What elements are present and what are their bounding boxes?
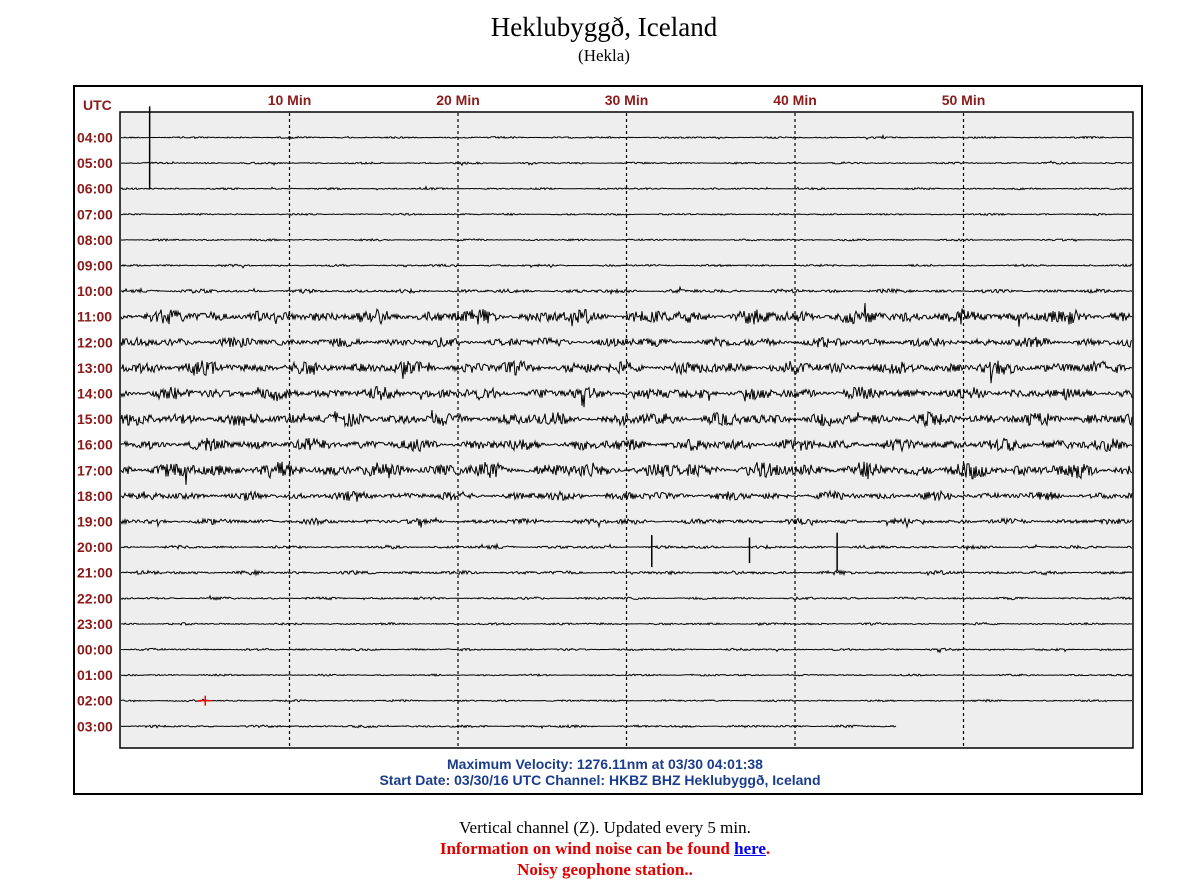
trace-line: [120, 673, 1133, 677]
page-title: Heklubyggð, Iceland: [490, 12, 718, 42]
trace-line: [120, 160, 1133, 167]
row-label: 04:00: [77, 130, 113, 146]
plot-area: [119, 111, 1134, 749]
trace-line: [120, 285, 1133, 296]
footer-wind-text: Information on wind noise can be found: [439, 839, 735, 858]
x-tick-label: 50 Min: [942, 92, 986, 108]
row-label: 14:00: [77, 386, 113, 402]
row-label: 01:00: [77, 667, 113, 683]
row-label: 23:00: [77, 616, 113, 632]
trace-line: [121, 621, 1133, 627]
trace-line: [120, 489, 1133, 502]
row-label: 11:00: [77, 309, 112, 325]
here-link[interactable]: here: [734, 839, 766, 858]
grid-lines: [288, 113, 965, 747]
trace-line: [120, 263, 1133, 269]
row-label: 13:00: [77, 360, 113, 376]
trace-line: [120, 133, 1132, 141]
row-label: 08:00: [77, 232, 113, 248]
footer-wind-note: Information on wind noise can be found h…: [0, 838, 1200, 859]
row-label: 09:00: [77, 258, 113, 274]
start-date-text: Start Date: 03/30/16 UTC Channel: HKBZ B…: [379, 772, 820, 788]
trace-line: [120, 461, 1133, 485]
trace-line: [120, 724, 897, 730]
x-tick-label: 10 Min: [268, 92, 312, 108]
row-label: 18:00: [77, 488, 113, 504]
trace-line: [120, 594, 1133, 601]
row-label: 06:00: [77, 181, 113, 197]
row-label: 22:00: [77, 590, 113, 606]
trace-line: [120, 516, 1133, 529]
row-label: 21:00: [77, 565, 113, 581]
x-tick-labels: 10 Min 20 Min 30 Min 40 Min 50 Min: [268, 92, 986, 108]
traces: [120, 106, 1133, 730]
max-velocity-text: Maximum Velocity: 1276.11nm at 03/30 04:…: [447, 756, 763, 772]
x-tick-label: 40 Min: [773, 92, 817, 108]
trace-line: [120, 568, 1133, 577]
row-label: 16:00: [77, 437, 113, 453]
timezone-label: UTC: [83, 97, 112, 113]
trace-line: [120, 386, 1133, 408]
footer-station-note: Noisy geophone station..: [517, 860, 693, 879]
row-labels: 04:00 05:00 06:00 07:00 08:00 09:00 10:00 11:00…: [77, 130, 113, 735]
x-tick-label: 30 Min: [605, 92, 649, 108]
row-label: 03:00: [77, 718, 113, 734]
footer: Vertical channel (Z). Updated every 5 mi…: [0, 817, 1200, 880]
trace-line: [120, 359, 1133, 384]
trace-line: [120, 302, 1133, 327]
page-subtitle: (Hekla): [578, 46, 630, 65]
trace-line: [120, 437, 1133, 453]
row-label: 17:00: [77, 462, 113, 478]
row-label: 00:00: [77, 642, 113, 658]
row-label: 15:00: [77, 411, 113, 427]
row-label: 10:00: [77, 283, 113, 299]
trace-line: [120, 185, 1133, 191]
x-tick-label: 20 Min: [436, 92, 480, 108]
trace-line: [120, 647, 1132, 654]
trace-line: [120, 212, 1133, 217]
row-label: 19:00: [77, 514, 113, 530]
row-label: 02:00: [77, 693, 113, 709]
trace-line: [120, 410, 1133, 428]
trace-line: [120, 698, 1133, 703]
row-label: 12:00: [77, 334, 113, 350]
trace-line: [120, 238, 1133, 242]
footer-wind-period: .: [765, 839, 771, 858]
footer-channel-note: Vertical channel (Z). Updated every 5 mi…: [459, 818, 751, 837]
trace-line: [120, 336, 1133, 348]
row-label: 20:00: [77, 539, 113, 555]
trace-line: [120, 542, 1133, 551]
row-label: 05:00: [77, 155, 113, 171]
row-label: 07:00: [77, 206, 113, 222]
